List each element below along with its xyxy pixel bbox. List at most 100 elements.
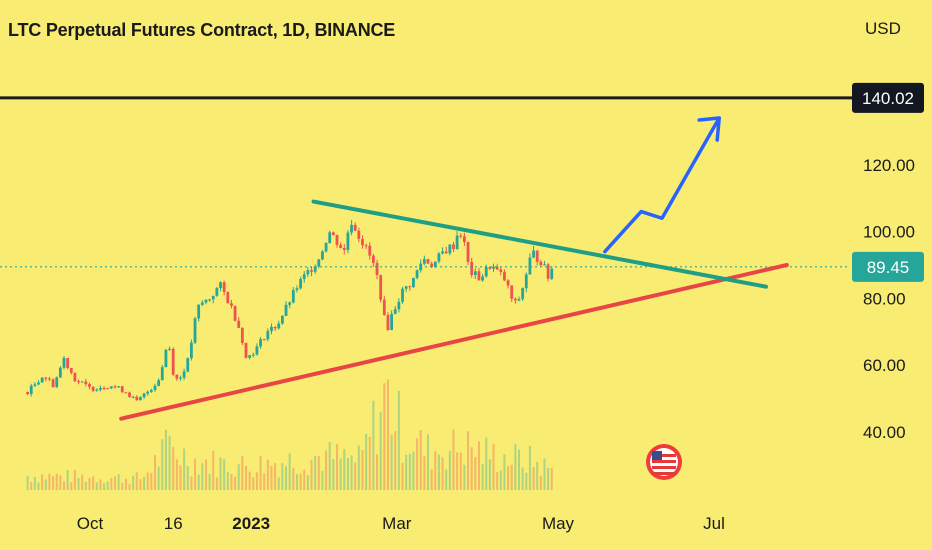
volume-bar (343, 449, 346, 490)
candle-body (484, 267, 488, 277)
candle-body (91, 386, 95, 391)
candle-body (361, 238, 364, 246)
candle-body (306, 270, 310, 275)
volume-bar (150, 473, 153, 490)
candle-body (186, 358, 190, 372)
candle-body (317, 259, 321, 267)
volume-bar (412, 451, 415, 490)
candle-body (55, 377, 59, 388)
us-flag-canton (652, 451, 662, 460)
candle-body (237, 320, 241, 328)
us-flag-stripe (652, 460, 676, 463)
candle-body (532, 250, 535, 258)
price-tick-label: 60.00 (863, 356, 906, 375)
volume-bar (70, 482, 73, 490)
candle-body (324, 243, 328, 252)
candle-body (66, 357, 70, 368)
candle-body (310, 270, 313, 272)
volume-bar (143, 476, 146, 490)
candle-body (37, 382, 40, 385)
time-tick-label: Mar (382, 514, 412, 533)
candle-body (171, 348, 175, 375)
candle-body (466, 242, 470, 262)
candle-body (266, 331, 270, 340)
volume-bar (88, 477, 91, 490)
volume-bar (368, 436, 371, 490)
candle-body (157, 380, 161, 386)
level-price-tag-label: 140.02 (862, 89, 914, 108)
volume-bar (117, 474, 120, 490)
volume-bar (503, 454, 506, 490)
candle-body (233, 305, 237, 321)
candle-body (477, 271, 481, 281)
candle-body (408, 286, 412, 288)
candle-body (69, 367, 73, 373)
candle-body (204, 299, 208, 303)
volume-bar (73, 470, 76, 490)
projection-arrow (603, 116, 721, 254)
candle-body (379, 275, 383, 300)
candle-body (153, 385, 157, 391)
candle-body (48, 378, 51, 380)
volume-bar (408, 453, 411, 490)
candle-body (73, 372, 77, 382)
candle-body (528, 257, 532, 275)
volume-bar (208, 474, 211, 490)
volume-bar (95, 482, 98, 490)
volume-bar (128, 484, 131, 490)
volume-bar (274, 463, 277, 490)
volume-bar (139, 479, 142, 490)
volume-bar (186, 466, 189, 490)
candle-body (313, 266, 317, 272)
volume-bar (288, 453, 291, 490)
candle-body (393, 309, 397, 314)
volume-bar (314, 456, 317, 490)
volume-bar (525, 472, 528, 490)
candle-body (179, 377, 182, 379)
volume-bar (255, 472, 258, 490)
volume-bar (252, 477, 255, 490)
candle-body (546, 264, 550, 279)
volume-bar (528, 445, 531, 490)
chart-title: LTC Perpetual Futures Contract, 1D, BINA… (8, 20, 396, 40)
candle-body (386, 314, 390, 330)
volume-bar (437, 454, 440, 490)
candle-body (364, 245, 368, 247)
volume-bar (259, 455, 262, 490)
volume-bar (332, 459, 335, 490)
volume-bar (183, 448, 186, 490)
candle-body (473, 271, 477, 275)
time-tick-label: Jul (703, 514, 725, 533)
volume-bar (317, 455, 320, 490)
volume-bar (452, 429, 455, 490)
candle-body (437, 253, 441, 262)
last-price-tag (852, 251, 924, 282)
volume-bar (219, 457, 222, 490)
candle-body (426, 259, 430, 264)
candle-body (62, 357, 66, 368)
volume-bar (48, 473, 51, 490)
candle-body (459, 235, 463, 237)
volume-bar (157, 466, 160, 490)
volume-bar (285, 466, 288, 490)
volume-bar (365, 434, 368, 490)
volume-bar (427, 434, 429, 490)
volume-bar (536, 461, 539, 490)
volume-bar (510, 464, 513, 490)
candle-body (295, 288, 299, 291)
volume-bar (328, 442, 331, 490)
volume-bar (44, 479, 47, 490)
volume-bar (230, 474, 233, 490)
volume-bar (336, 444, 338, 490)
candle-body (375, 263, 379, 276)
volume-bar (459, 452, 462, 490)
volume-bar (277, 477, 280, 490)
candle-body (543, 264, 546, 266)
volume-bar (84, 481, 87, 490)
volume-bar (248, 471, 251, 490)
volume-bar (135, 472, 138, 490)
volume-bar (346, 458, 349, 490)
candle-body (372, 255, 375, 264)
